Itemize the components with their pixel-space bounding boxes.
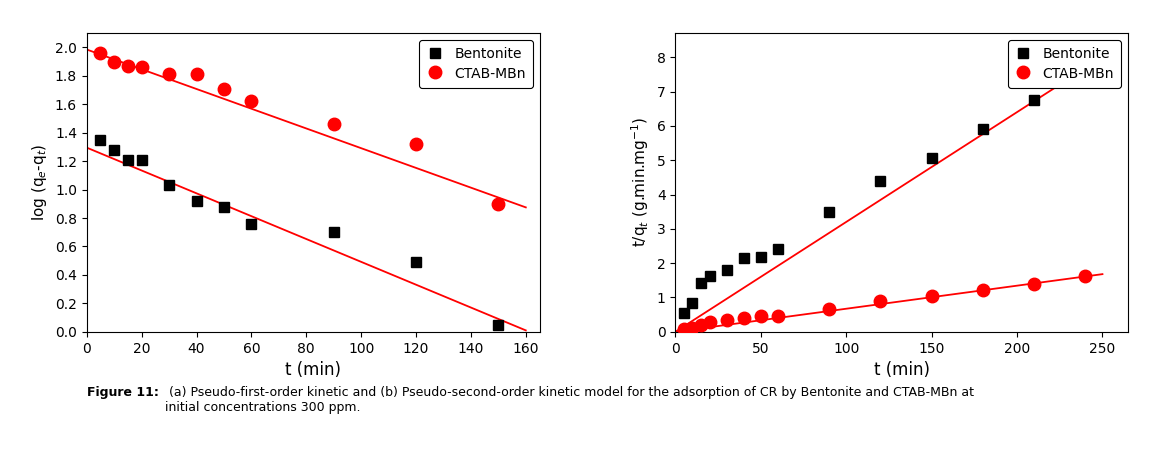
CTAB-MBn bbox=[702, 319, 716, 325]
CTAB-MBn bbox=[134, 64, 148, 70]
CTAB-MBn bbox=[874, 298, 887, 303]
X-axis label: t (min): t (min) bbox=[874, 361, 930, 379]
Line: CTAB-MBn: CTAB-MBn bbox=[678, 270, 1091, 336]
CTAB-MBn bbox=[823, 306, 837, 311]
Bentonite bbox=[1027, 97, 1041, 103]
Text: Figure 11:: Figure 11: bbox=[87, 386, 159, 399]
CTAB-MBn bbox=[108, 59, 121, 64]
Text: (a) Pseudo-first-order kinetic and (b) Pseudo-second-order kinetic model for the: (a) Pseudo-first-order kinetic and (b) P… bbox=[165, 386, 974, 414]
CTAB-MBn bbox=[218, 86, 231, 91]
Bentonite bbox=[771, 246, 784, 252]
Bentonite bbox=[702, 273, 716, 279]
Line: Bentonite: Bentonite bbox=[96, 135, 503, 329]
CTAB-MBn bbox=[492, 201, 506, 207]
Bentonite bbox=[134, 157, 148, 163]
X-axis label: t (min): t (min) bbox=[285, 361, 341, 379]
Bentonite bbox=[874, 179, 887, 184]
Bentonite bbox=[410, 259, 423, 265]
Y-axis label: log (q$_e$-q$_t$): log (q$_e$-q$_t$) bbox=[30, 144, 50, 221]
Bentonite bbox=[162, 182, 176, 188]
CTAB-MBn bbox=[677, 327, 691, 332]
CTAB-MBn bbox=[771, 313, 784, 319]
CTAB-MBn bbox=[410, 141, 423, 147]
CTAB-MBn bbox=[94, 50, 108, 56]
Bentonite bbox=[677, 310, 691, 316]
Bentonite bbox=[694, 280, 708, 286]
CTAB-MBn bbox=[190, 72, 204, 77]
Bentonite bbox=[121, 157, 135, 163]
CTAB-MBn bbox=[121, 63, 135, 69]
Bentonite bbox=[190, 198, 204, 204]
Bentonite bbox=[823, 209, 837, 215]
Bentonite bbox=[244, 221, 258, 227]
Legend: Bentonite, CTAB-MBn: Bentonite, CTAB-MBn bbox=[419, 40, 532, 88]
Bentonite bbox=[218, 204, 231, 210]
Bentonite bbox=[924, 155, 938, 161]
Legend: Bentonite, CTAB-MBn: Bentonite, CTAB-MBn bbox=[1008, 40, 1121, 88]
CTAB-MBn bbox=[737, 315, 751, 321]
Bentonite bbox=[737, 255, 751, 261]
Bentonite bbox=[1078, 61, 1092, 67]
Y-axis label: t/q$_t$ (g.min.mg$^{-1}$): t/q$_t$ (g.min.mg$^{-1}$) bbox=[629, 118, 651, 247]
Line: Bentonite: Bentonite bbox=[679, 59, 1090, 318]
CTAB-MBn bbox=[244, 99, 258, 104]
Line: CTAB-MBn: CTAB-MBn bbox=[94, 47, 504, 210]
Bentonite bbox=[754, 254, 768, 260]
Bentonite bbox=[720, 267, 734, 273]
CTAB-MBn bbox=[720, 317, 734, 323]
CTAB-MBn bbox=[754, 313, 768, 319]
CTAB-MBn bbox=[162, 72, 176, 77]
CTAB-MBn bbox=[1078, 273, 1092, 279]
Text: b: b bbox=[1092, 42, 1110, 66]
CTAB-MBn bbox=[685, 326, 699, 331]
CTAB-MBn bbox=[326, 121, 340, 127]
Bentonite bbox=[94, 137, 108, 143]
Bentonite bbox=[685, 300, 699, 305]
CTAB-MBn bbox=[975, 287, 989, 293]
Bentonite bbox=[326, 229, 340, 235]
Bentonite bbox=[975, 126, 989, 131]
Bentonite bbox=[108, 147, 121, 153]
Text: a: a bbox=[506, 42, 522, 66]
Bentonite bbox=[492, 322, 506, 328]
CTAB-MBn bbox=[694, 322, 708, 328]
CTAB-MBn bbox=[1027, 281, 1041, 287]
CTAB-MBn bbox=[924, 293, 938, 299]
